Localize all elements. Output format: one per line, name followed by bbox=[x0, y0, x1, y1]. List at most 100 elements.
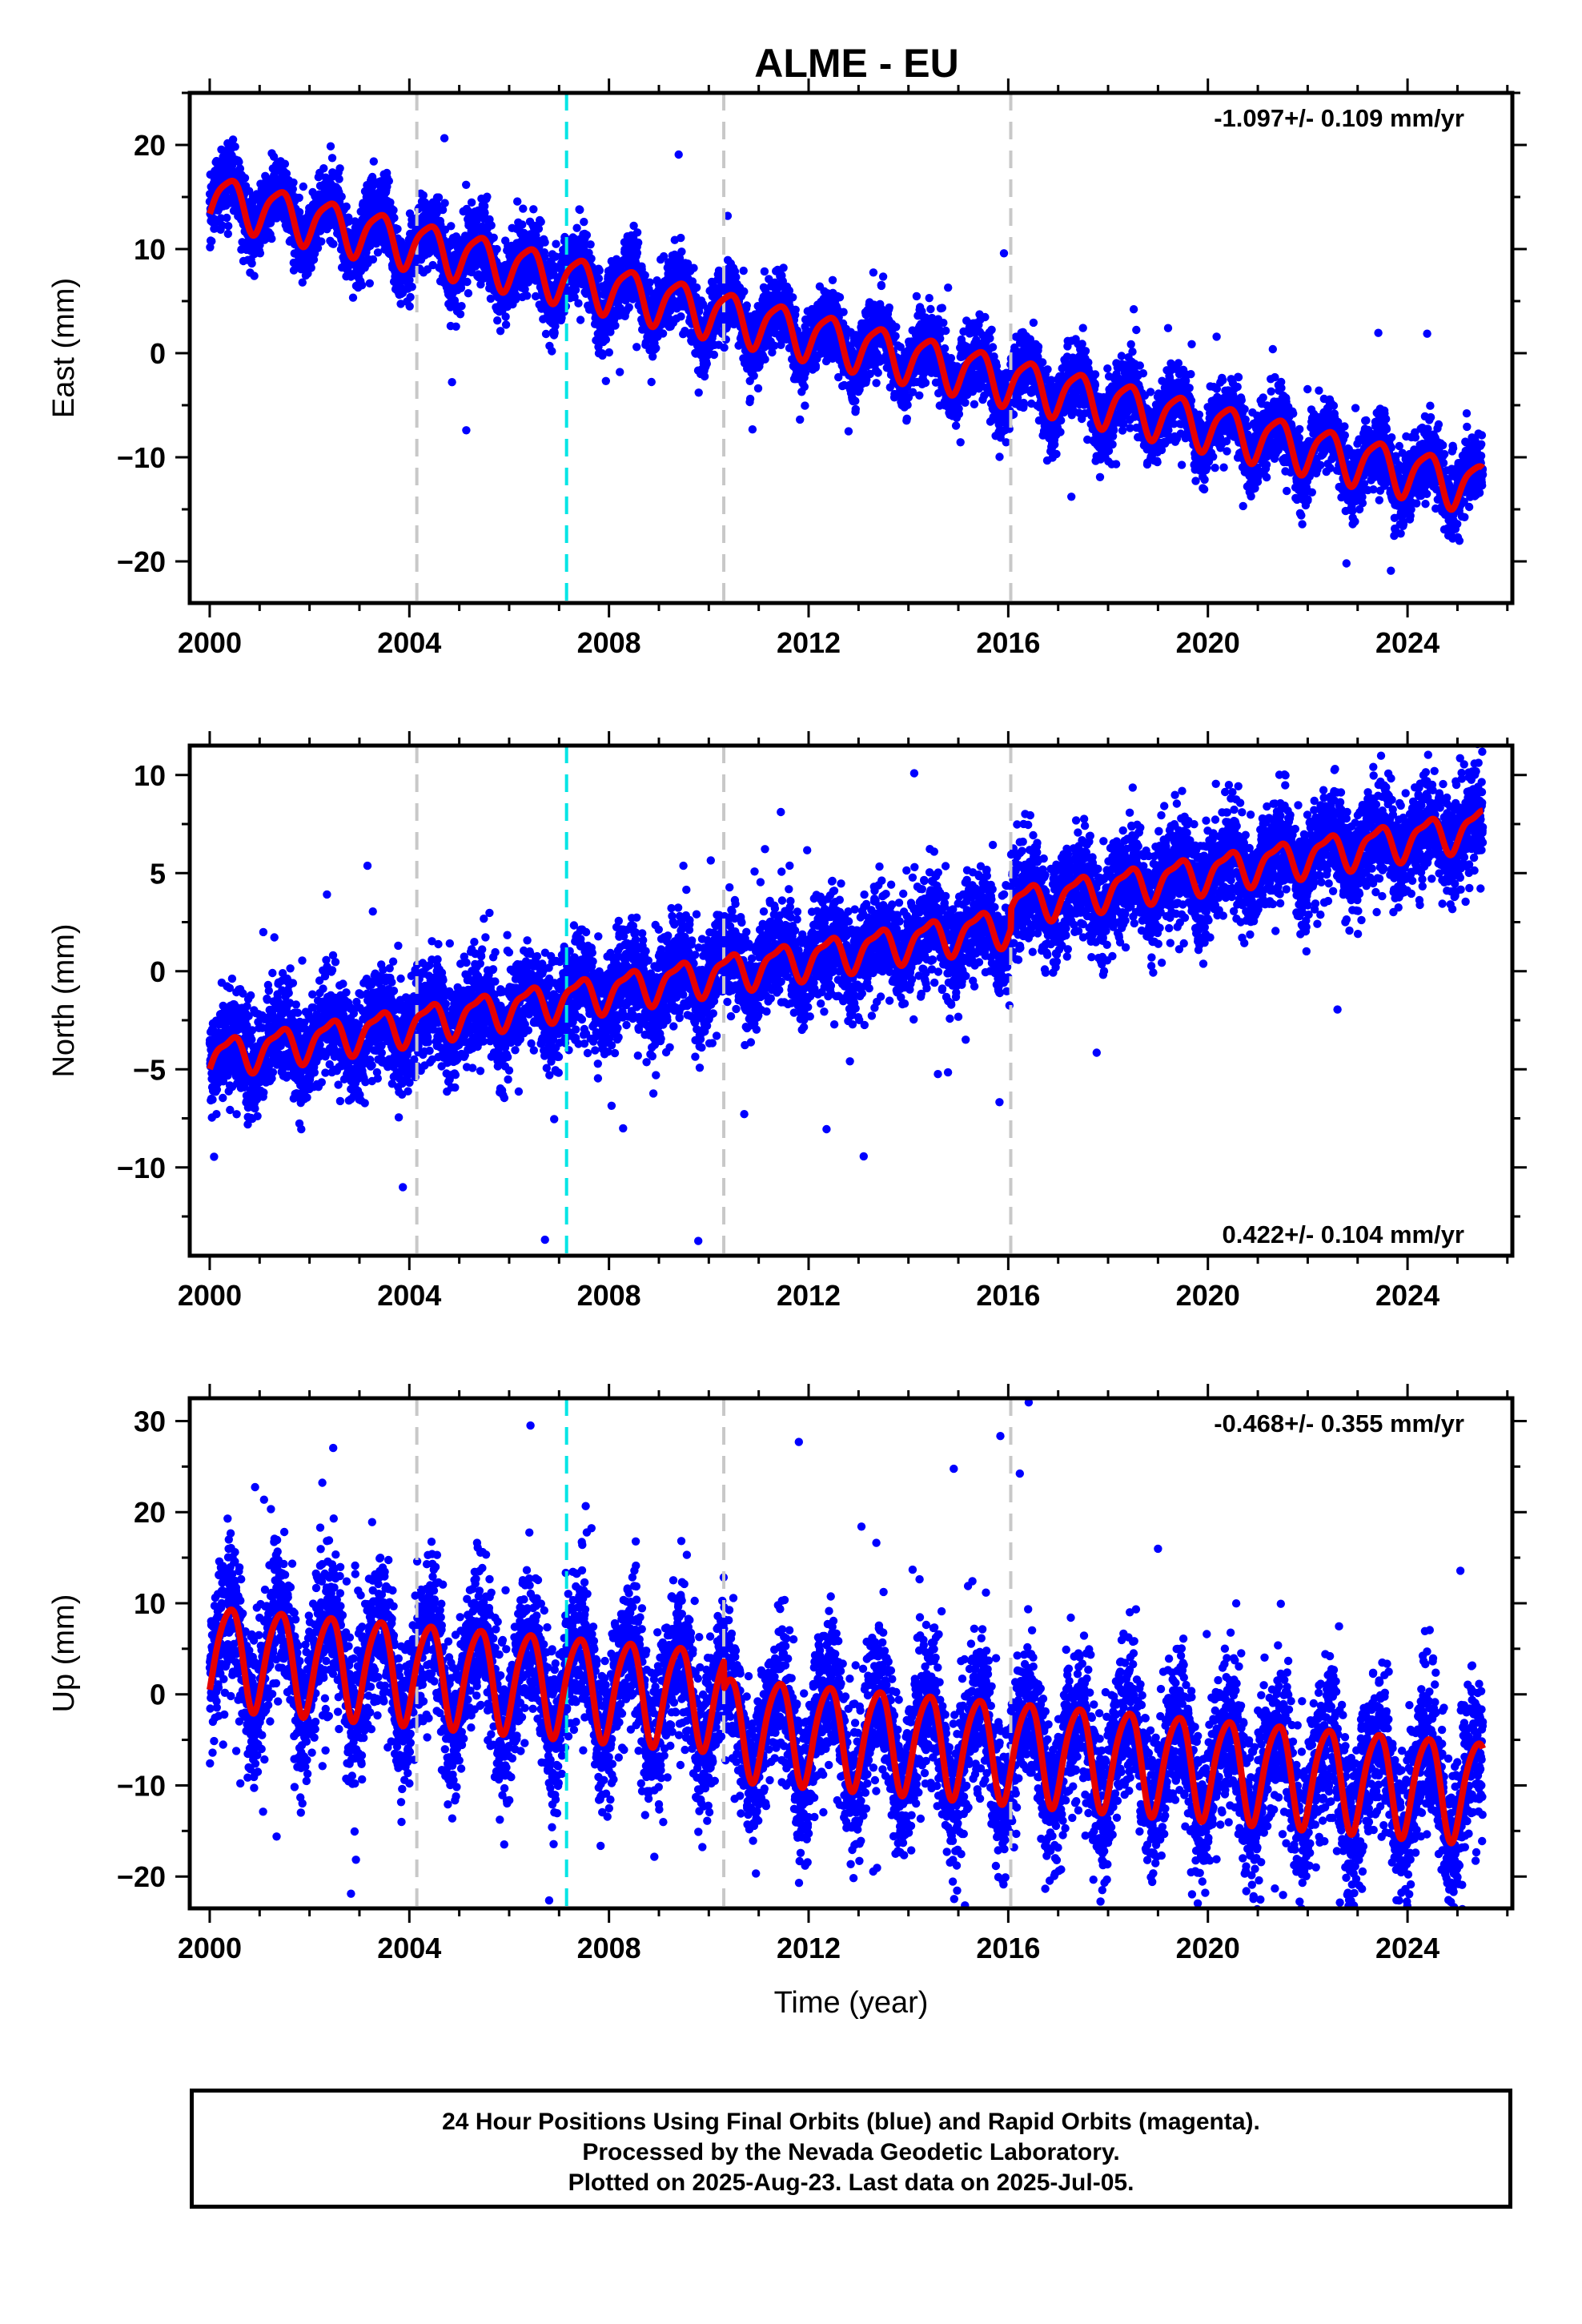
data-point bbox=[604, 348, 613, 357]
data-point bbox=[892, 323, 901, 332]
data-point bbox=[645, 278, 654, 287]
data-point bbox=[574, 299, 583, 308]
data-point bbox=[250, 271, 259, 280]
data-point bbox=[390, 213, 399, 223]
data-point bbox=[235, 164, 245, 173]
data-point bbox=[652, 344, 661, 352]
data-point bbox=[828, 275, 837, 284]
data-point bbox=[779, 263, 788, 272]
data-point bbox=[878, 272, 888, 281]
data-point bbox=[677, 233, 685, 243]
data-point bbox=[282, 169, 291, 178]
data-point bbox=[912, 292, 921, 301]
data-point bbox=[709, 350, 719, 360]
data-point bbox=[647, 377, 656, 387]
data-point bbox=[885, 303, 893, 312]
data-point bbox=[552, 239, 560, 248]
data-point bbox=[915, 391, 924, 400]
data-point bbox=[328, 172, 337, 181]
data-point bbox=[601, 335, 611, 344]
data-point bbox=[342, 202, 351, 211]
data-point bbox=[393, 224, 402, 234]
data-point bbox=[891, 332, 900, 340]
data-point bbox=[677, 312, 685, 321]
data-point bbox=[648, 352, 657, 361]
data-point bbox=[632, 248, 642, 258]
data-point bbox=[224, 222, 233, 231]
data-point bbox=[493, 316, 502, 325]
chart-title: ALME - EU bbox=[754, 41, 959, 86]
data-point bbox=[218, 221, 227, 230]
data-point bbox=[419, 191, 428, 200]
data-point bbox=[902, 414, 912, 423]
data-point bbox=[231, 143, 239, 151]
data-point bbox=[207, 237, 216, 246]
data-point bbox=[616, 368, 624, 376]
data-point bbox=[496, 327, 505, 336]
data-point bbox=[317, 237, 326, 246]
data-point bbox=[267, 234, 276, 243]
data-point bbox=[761, 355, 769, 364]
data-point bbox=[595, 266, 604, 275]
data-point bbox=[335, 175, 343, 183]
data-point bbox=[487, 221, 496, 230]
data-point bbox=[800, 382, 809, 392]
data-point bbox=[944, 283, 953, 292]
data-point bbox=[247, 259, 256, 268]
data-point bbox=[223, 229, 232, 239]
data-point bbox=[298, 278, 307, 287]
data-point bbox=[232, 76, 240, 84]
data-point bbox=[634, 238, 643, 247]
data-point bbox=[632, 343, 641, 352]
data-point bbox=[489, 233, 498, 242]
data-point bbox=[801, 401, 809, 410]
data-point bbox=[295, 193, 303, 203]
data-point bbox=[529, 205, 538, 214]
data-point bbox=[869, 268, 878, 277]
data-point bbox=[939, 318, 948, 328]
data-point bbox=[452, 322, 460, 331]
data-point bbox=[586, 240, 595, 249]
data-point bbox=[288, 184, 297, 194]
data-point bbox=[624, 303, 633, 312]
data-point bbox=[594, 274, 604, 283]
data-point bbox=[749, 372, 758, 380]
east-panel: 2000 2004 2008 2012 2016 2020 2024−20−1001020E… bbox=[47, 76, 1527, 659]
data-point bbox=[269, 152, 279, 161]
data-point bbox=[576, 205, 584, 215]
data-point bbox=[299, 182, 307, 191]
data-point bbox=[587, 254, 596, 263]
data-point bbox=[742, 301, 751, 310]
data-point bbox=[740, 287, 749, 296]
data-point bbox=[940, 344, 950, 353]
data-point bbox=[674, 150, 683, 159]
data-point bbox=[926, 304, 935, 314]
data-point bbox=[582, 231, 592, 239]
data-point bbox=[873, 368, 882, 377]
data-point bbox=[447, 222, 456, 231]
data-point bbox=[448, 378, 456, 387]
data-point bbox=[389, 206, 398, 215]
data-point bbox=[518, 220, 527, 229]
data-point bbox=[946, 354, 956, 363]
data-point bbox=[440, 134, 449, 143]
data-point bbox=[344, 217, 353, 226]
data-point bbox=[462, 426, 471, 435]
data-point bbox=[925, 294, 934, 303]
data-point bbox=[456, 283, 466, 292]
data-point bbox=[753, 384, 763, 393]
data-point bbox=[513, 197, 522, 206]
data-point bbox=[739, 266, 748, 275]
data-point bbox=[720, 343, 729, 352]
data-point bbox=[689, 263, 698, 272]
data-point bbox=[658, 329, 668, 338]
data-point bbox=[640, 271, 649, 279]
data-point bbox=[903, 400, 912, 409]
data-point bbox=[365, 279, 374, 287]
data-point bbox=[611, 321, 620, 330]
data-point bbox=[851, 396, 860, 405]
data-point bbox=[700, 372, 709, 381]
data-point bbox=[519, 204, 528, 213]
data-point bbox=[839, 308, 848, 316]
